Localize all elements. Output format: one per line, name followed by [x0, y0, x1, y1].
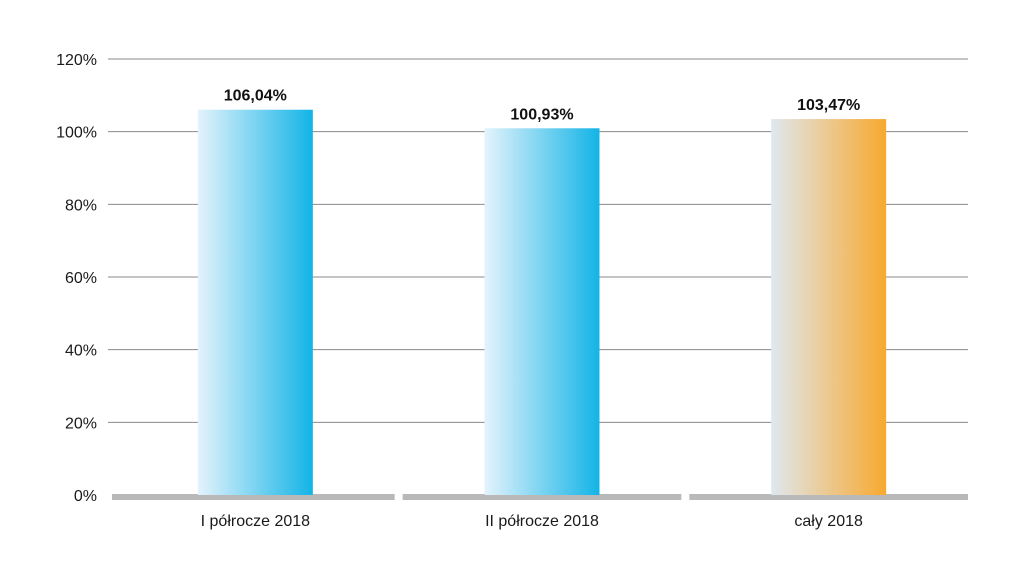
y-tick-label: 100%: [56, 125, 97, 142]
data-labels: 106,04% 100,93% 103,47%: [224, 88, 861, 124]
x-axis-baseline: [112, 494, 968, 500]
y-tick-label: 120%: [56, 52, 97, 69]
y-tick-label: 40%: [65, 343, 97, 360]
y-tick-label: 0%: [74, 488, 97, 505]
y-axis: 0% 20% 40% 60% 80% 100% 120%: [56, 52, 97, 505]
x-tick-label: II półrocze 2018: [485, 513, 599, 530]
data-label: 106,04%: [224, 88, 287, 105]
baseline-segment: [689, 494, 968, 500]
baseline-segment: [402, 494, 682, 500]
baseline-segment: [112, 494, 395, 500]
x-tick-label: I półrocze 2018: [201, 513, 311, 530]
bar: [197, 109, 313, 495]
x-tick-label: cały 2018: [794, 513, 863, 530]
x-axis: I półrocze 2018 II półrocze 2018 cały 2018: [201, 513, 863, 530]
bar: [484, 128, 600, 496]
y-tick-label: 60%: [65, 270, 97, 287]
y-tick-label: 20%: [65, 415, 97, 432]
bars: [197, 109, 887, 496]
y-tick-label: 80%: [65, 197, 97, 214]
data-label: 103,47%: [797, 97, 860, 114]
bar: [771, 119, 887, 496]
data-label: 100,93%: [510, 106, 573, 123]
